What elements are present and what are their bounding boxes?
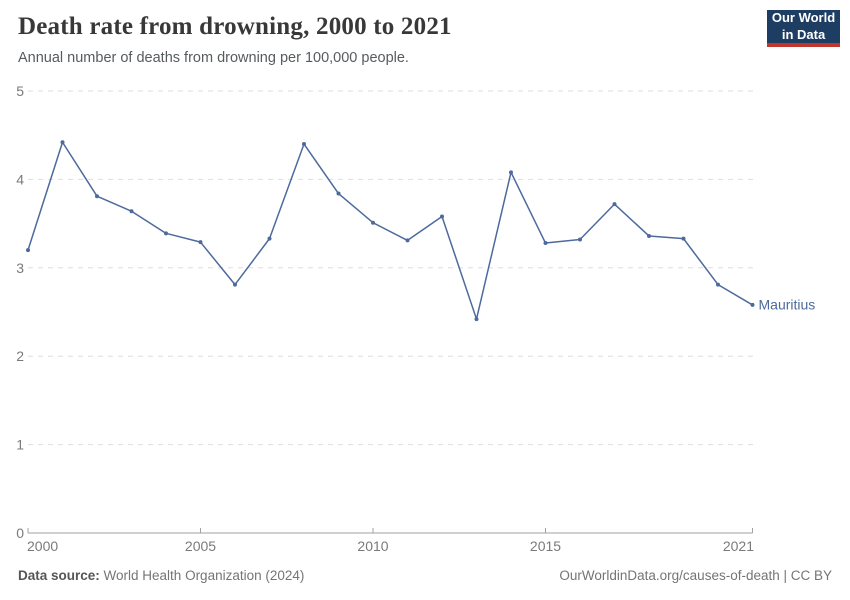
data-point[interactable] xyxy=(612,202,617,207)
x-tick-label: 2015 xyxy=(530,538,561,554)
data-point[interactable] xyxy=(95,194,99,199)
data-point[interactable] xyxy=(371,220,375,225)
y-tick-label: 4 xyxy=(16,171,24,187)
data-source-label: Data source: xyxy=(18,568,100,583)
data-point[interactable] xyxy=(474,317,479,322)
line-chart-svg: 0 1 2 3 4 5 2000 2005 2010 2015 2021 Mauritius xyxy=(16,83,816,554)
owid-logo-line2: in Data xyxy=(781,26,826,42)
data-point[interactable] xyxy=(509,170,513,175)
series-end-label: Mauritius xyxy=(759,296,816,312)
data-point[interactable] xyxy=(578,237,582,242)
x-tick-label: 2021 xyxy=(723,538,754,554)
owid-logo-line1: Our World xyxy=(771,10,836,26)
y-tick-label: 3 xyxy=(16,260,24,276)
data-point[interactable] xyxy=(336,191,341,196)
line-chart: 0 1 2 3 4 5 2000 2005 2010 2015 2021 Mauritius xyxy=(0,78,850,558)
data-point[interactable] xyxy=(302,142,306,147)
series-line[interactable] xyxy=(27,141,754,320)
data-point[interactable] xyxy=(681,236,686,241)
data-point[interactable] xyxy=(405,238,410,243)
y-tick-label: 1 xyxy=(16,437,24,453)
data-point[interactable] xyxy=(543,241,548,246)
data-point[interactable] xyxy=(164,231,168,236)
y-tick-label: 2 xyxy=(16,348,24,364)
data-point[interactable] xyxy=(26,248,30,253)
y-tick-label: 5 xyxy=(16,83,24,99)
data-point[interactable] xyxy=(440,214,444,219)
chart-subtitle: Annual number of deaths from drowning pe… xyxy=(18,50,409,66)
data-point[interactable] xyxy=(60,140,65,145)
data-source: Data source: World Health Organization (… xyxy=(18,568,304,583)
data-point[interactable] xyxy=(198,240,203,245)
data-point[interactable] xyxy=(750,302,755,307)
data-source-value: World Health Organization (2024) xyxy=(99,568,305,583)
x-tick-label: 2005 xyxy=(185,538,216,554)
data-point[interactable] xyxy=(129,209,134,214)
chart-footer: Data source: World Health Organization (… xyxy=(18,568,832,583)
data-point[interactable] xyxy=(267,236,272,241)
x-tick-label: 2000 xyxy=(27,538,58,554)
data-point[interactable] xyxy=(233,282,237,287)
data-point[interactable] xyxy=(647,233,651,238)
x-tick-label: 2010 xyxy=(357,538,388,554)
credit-link[interactable]: OurWorldinData.org/causes-of-death | CC … xyxy=(559,568,832,583)
page-title: Death rate from drowning, 2000 to 2021 xyxy=(18,13,452,40)
data-point[interactable] xyxy=(716,282,720,287)
y-tick-label: 0 xyxy=(16,525,24,541)
owid-logo[interactable]: Our World in Data xyxy=(767,10,840,47)
